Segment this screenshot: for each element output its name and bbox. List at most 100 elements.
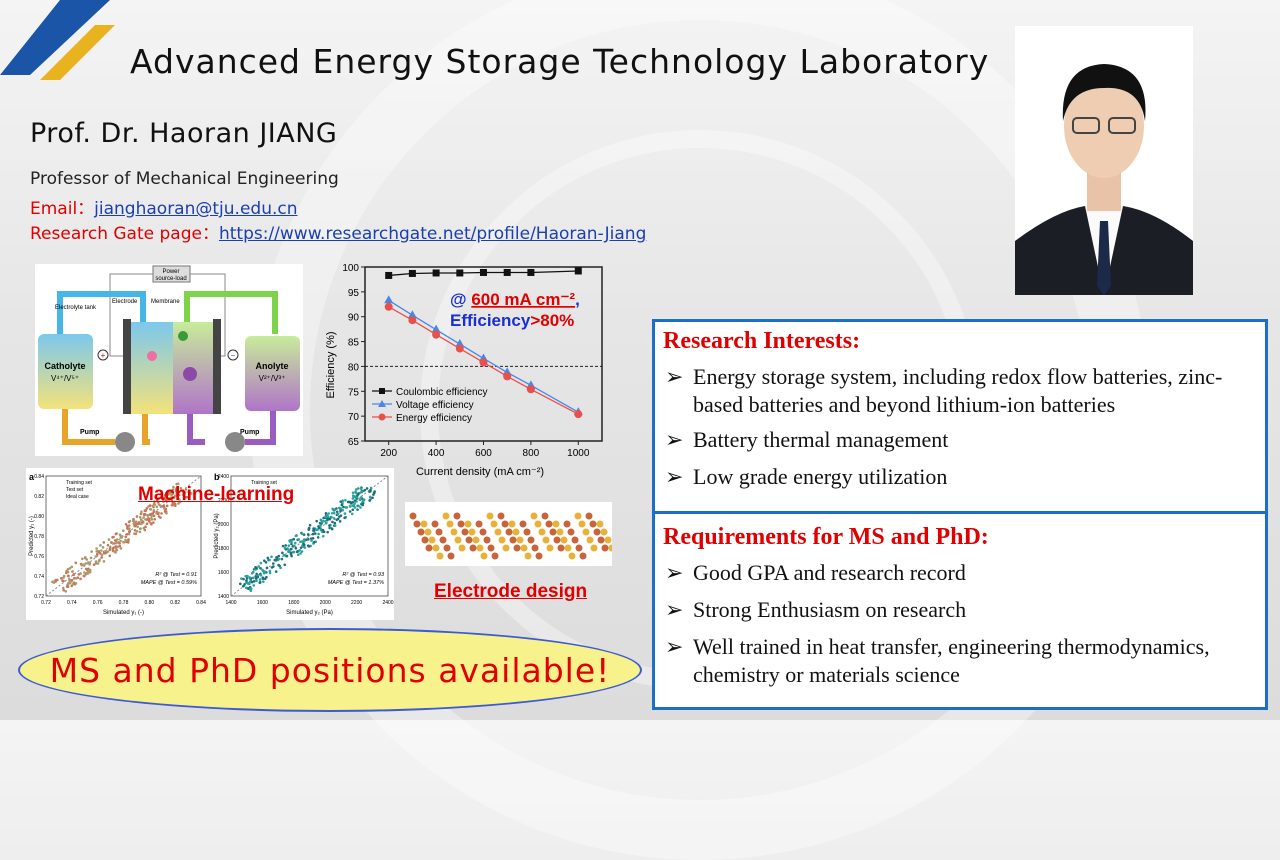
scatter-point xyxy=(275,558,278,561)
research-interests-section: Research Interests: ➢ Energy storage syst… xyxy=(655,328,1265,491)
email-link[interactable]: jianghaoran@tju.edu.cn xyxy=(94,199,298,219)
scatter-point xyxy=(261,577,265,581)
scatter-point xyxy=(160,512,163,515)
requirements-title: Requirements for MS and PhD: xyxy=(663,524,989,550)
legend-label: Training set xyxy=(251,480,278,486)
scatter-point xyxy=(94,560,98,563)
atom xyxy=(541,512,549,520)
x-axis-label: Current density (mA cm⁻²) xyxy=(416,466,544,478)
section-divider xyxy=(655,511,1265,514)
data-point xyxy=(574,267,582,275)
scatter-point xyxy=(95,547,98,550)
scatter-point xyxy=(239,582,242,586)
scatter-point xyxy=(352,503,356,507)
stats-text: R² @ Test = 0.91 xyxy=(155,572,197,578)
atom xyxy=(439,536,447,544)
scatter-point xyxy=(114,532,118,536)
scatter-point xyxy=(259,566,262,570)
scatter-point xyxy=(341,499,345,503)
scatter-point xyxy=(139,518,143,521)
scatter-point xyxy=(308,523,312,527)
scatter-point xyxy=(184,495,187,499)
scatter-point xyxy=(275,556,279,559)
scatter-point xyxy=(340,503,344,507)
atom xyxy=(542,536,550,544)
scatter-point xyxy=(147,517,151,520)
atom xyxy=(585,512,593,520)
scatter-point xyxy=(359,506,362,509)
researchgate-link[interactable]: https://www.researchgate.net/profile/Hao… xyxy=(218,224,647,244)
y-tick-label: 75 xyxy=(348,387,360,398)
scatter-point xyxy=(175,492,178,495)
x-tick-label: 0.78 xyxy=(119,600,129,606)
scatter-point xyxy=(335,510,339,514)
scatter-point xyxy=(330,527,334,531)
y-tick-label: 1800 xyxy=(218,546,229,552)
legend-label: Energy efficiency xyxy=(396,413,472,424)
scatter-point xyxy=(250,580,254,584)
scatter-point xyxy=(104,551,107,555)
plot-frame xyxy=(230,475,389,597)
scatter-point xyxy=(74,582,78,585)
scatter-point xyxy=(65,571,68,575)
scatter-point xyxy=(254,575,257,578)
electrode-structure-image xyxy=(405,502,612,566)
scatter-point xyxy=(79,577,82,581)
scatter-point xyxy=(333,517,336,520)
scatter-point xyxy=(257,565,260,568)
machine-learning-label: Machine-learning xyxy=(138,484,295,505)
scatter-point xyxy=(359,487,363,490)
atom xyxy=(454,536,462,544)
scatter-point xyxy=(297,553,300,556)
scatter-point xyxy=(360,502,364,506)
x-tick-label: 600 xyxy=(475,448,492,459)
scatter-point xyxy=(248,576,252,579)
atom xyxy=(464,520,472,528)
x-axis-label: Simulated y₂ (Pa) xyxy=(286,610,333,616)
membrane-label: Membrane xyxy=(151,299,180,305)
scatter-point xyxy=(139,527,142,530)
atom xyxy=(586,536,594,544)
scatter-point xyxy=(110,541,113,544)
scatter-point xyxy=(274,570,278,573)
atom xyxy=(497,512,505,520)
scatter-point xyxy=(72,577,76,580)
scatter-point xyxy=(371,496,374,500)
scatter-point xyxy=(136,525,139,529)
scatter-point xyxy=(261,568,264,572)
research-item: ➢ Energy storage system, including redox … xyxy=(665,364,1223,417)
legend-label: Ideal case xyxy=(66,494,89,500)
scatter-point xyxy=(100,549,103,552)
scatter-point xyxy=(108,548,112,552)
scatter-point xyxy=(293,541,297,545)
atom xyxy=(487,544,495,552)
scatter-point xyxy=(303,546,307,549)
scatter-point xyxy=(89,556,93,560)
scatter-point xyxy=(353,506,357,509)
scatter-point xyxy=(284,544,288,547)
scatter-point xyxy=(255,579,258,583)
atom xyxy=(579,552,587,560)
y-tick-label: 0.82 xyxy=(34,494,44,500)
scatter-point xyxy=(77,573,81,576)
scatter-point xyxy=(147,505,150,508)
series-line-2 xyxy=(388,306,579,415)
annotation-line1: @ 600 mA cm⁻², xyxy=(450,290,580,309)
scatter-point xyxy=(311,536,315,540)
y-tick-label: 0.76 xyxy=(34,554,44,560)
scatter-point xyxy=(148,507,152,511)
atom xyxy=(535,552,543,560)
atom xyxy=(601,544,609,552)
scatter-point xyxy=(102,560,106,563)
scatter-point xyxy=(353,499,357,502)
power-label: Power xyxy=(162,269,179,275)
y-tick-label: 2000 xyxy=(218,522,229,528)
data-point xyxy=(503,268,511,276)
scatter-point xyxy=(369,486,373,490)
scatter-point xyxy=(287,544,291,547)
x-tick-label: 2000 xyxy=(320,600,331,606)
scatter-point xyxy=(62,576,65,579)
source-load-label: source-load xyxy=(155,276,186,282)
position: Professor of Mechanical Engineering xyxy=(30,169,339,189)
scatter-point xyxy=(279,566,282,570)
